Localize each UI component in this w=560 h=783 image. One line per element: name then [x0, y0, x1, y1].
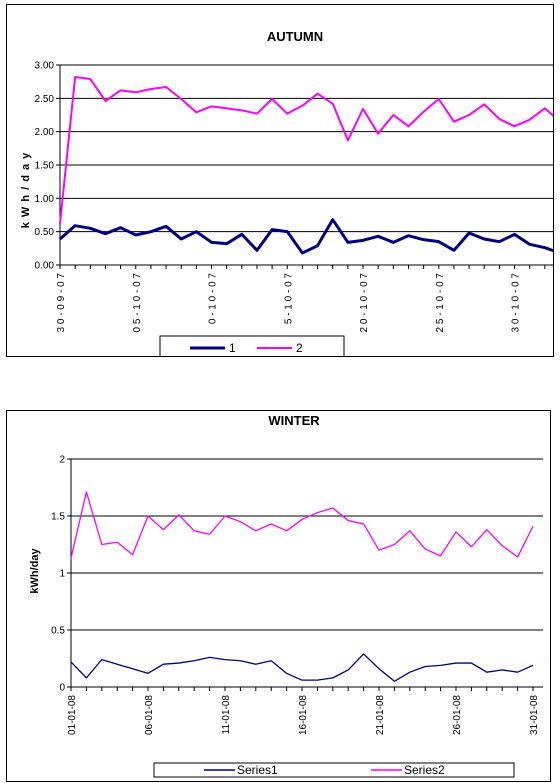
- winter-chart: WINTER kWh/day 0 0.5 1 1.5 2 01-01-08 06-01-0…: [29, 413, 543, 778]
- autumn-x-tick-label: 0 - 1 0 - 0 7: [208, 273, 219, 325]
- autumn-x-tick-label: 2 5 - 1 0 - 0 7: [435, 273, 446, 333]
- autumn-y-tick-label: 2.00: [35, 127, 55, 138]
- winter-x-tick-label: 06-01-08: [144, 695, 155, 735]
- autumn-x-tick-label: 5 - 1 0 - 0 7: [283, 273, 294, 325]
- winter-y-tick-label: 0.5: [51, 626, 65, 637]
- autumn-x-tick-label: 2 0 - 1 0 - 0 7: [359, 273, 370, 333]
- winter-series-1-line: [70, 653, 534, 682]
- winter-legend-series-2-label: Series2: [404, 763, 445, 777]
- winter-y-tick-label: 1: [59, 569, 65, 580]
- winter-chart-panel: WINTER kWh/day 0 0.5 1 1.5 2 01-01-08 06-01-0…: [6, 410, 551, 782]
- autumn-y-tick-label: 1.50: [35, 161, 55, 172]
- winter-y-tick-label: 0: [59, 683, 65, 694]
- winter-y-tick-label: 1.5: [51, 512, 65, 523]
- winter-x-tick-label: 16-01-08: [298, 695, 309, 735]
- winter-x-tick-label: 11-01-08: [221, 695, 232, 735]
- winter-x-tick-label: 21-01-08: [375, 695, 386, 735]
- winter-legend-series-1-label: Series1: [237, 763, 278, 777]
- autumn-x-tick-label: 3 0 - 0 9 - 0 7: [56, 273, 67, 333]
- autumn-y-tick-label: 2.50: [35, 94, 55, 105]
- winter-legend: Series1 Series2: [153, 762, 515, 778]
- autumn-legend: 1 2: [159, 335, 345, 356]
- autumn-y-tick-label: 0.00: [35, 261, 55, 272]
- autumn-legend-series-1-label: 1: [229, 341, 236, 355]
- winter-x-tick-label: 01-01-08: [67, 695, 78, 735]
- winter-x-tick-label: 26-01-08: [452, 695, 463, 735]
- autumn-x-tick-label: 3 0 - 1 0 - 0 7: [511, 273, 522, 333]
- winter-series-2-line: [70, 491, 534, 559]
- autumn-y-axis-label: k W h / d a y: [20, 152, 32, 229]
- autumn-y-tick-label: 0.50: [35, 227, 55, 238]
- autumn-legend-series-2-label: 2: [296, 341, 303, 355]
- winter-chart-title: WINTER: [268, 413, 320, 428]
- autumn-series-1-line: [59, 218, 553, 255]
- autumn-x-tick-label: 0 5 - 1 0 - 0 7: [132, 273, 143, 333]
- winter-x-tick-label: 31-01-08: [529, 695, 540, 735]
- autumn-chart-panel: AUTUMN k W h / d a y 0.00 0.50 1.00 1.50 2.0…: [6, 4, 554, 357]
- winter-y-tick-label: 2: [59, 455, 65, 466]
- autumn-y-tick-label: 3.00: [35, 61, 55, 72]
- autumn-chart: AUTUMN k W h / d a y 0.00 0.50 1.00 1.50 2.0…: [20, 29, 553, 356]
- autumn-y-tick-label: 1.00: [35, 194, 55, 205]
- winter-y-axis-label: kWh/day: [29, 548, 41, 594]
- autumn-chart-title: AUTUMN: [267, 29, 323, 44]
- autumn-series-2-line: [59, 76, 553, 224]
